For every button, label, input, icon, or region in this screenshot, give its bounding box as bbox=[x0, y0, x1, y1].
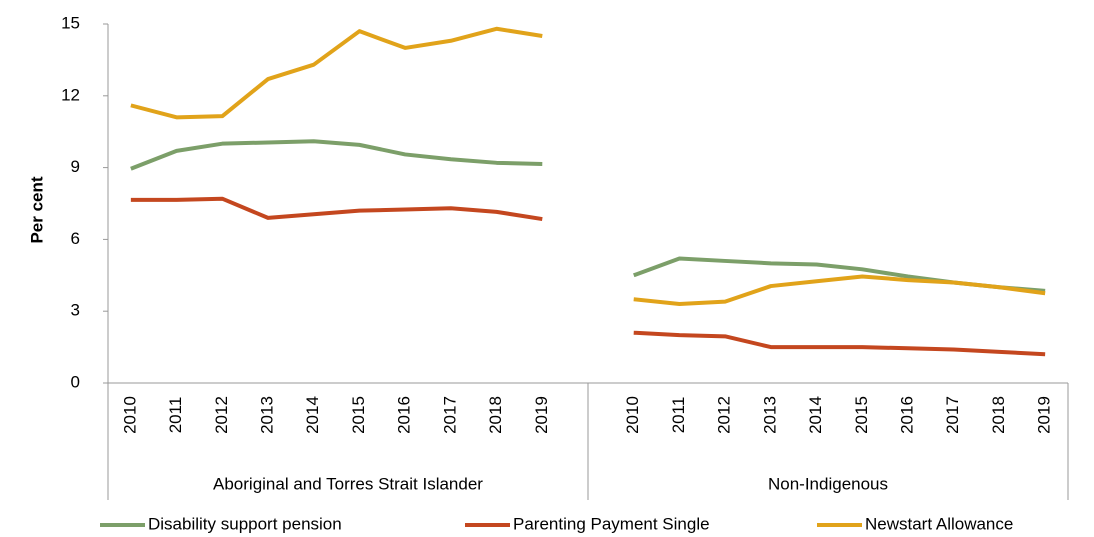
y-tick-label: 6 bbox=[71, 229, 80, 248]
series-line bbox=[130, 26, 1046, 307]
series-line bbox=[130, 196, 1046, 357]
x-tick-label: 2016 bbox=[897, 396, 916, 434]
x-tick-label: 2012 bbox=[715, 396, 734, 434]
y-tick-label: 3 bbox=[71, 301, 80, 320]
x-tick-label: 2014 bbox=[806, 396, 825, 434]
x-tick-label: 2017 bbox=[943, 396, 962, 434]
x-tick-label: 2012 bbox=[212, 396, 231, 434]
x-tick-label: 2013 bbox=[257, 396, 276, 434]
x-tick-label: 2011 bbox=[166, 397, 185, 434]
x-tick-label: 2010 bbox=[623, 396, 642, 434]
x-tick-label: 2018 bbox=[486, 396, 505, 434]
y-axis-label: Per cent bbox=[27, 176, 46, 243]
y-tick-label: 12 bbox=[61, 85, 80, 104]
legend-label: Disability support pension bbox=[148, 514, 342, 533]
x-tick-label: 2014 bbox=[303, 396, 322, 434]
x-tick-label: 2016 bbox=[395, 396, 414, 434]
legend-label: Parenting Payment Single bbox=[513, 514, 710, 533]
x-tick-label: 2013 bbox=[760, 396, 779, 434]
x-tick-label: 2017 bbox=[440, 396, 459, 434]
x-tick-label: 2019 bbox=[1035, 396, 1054, 434]
group-label: Aboriginal and Torres Strait Islander bbox=[213, 474, 483, 493]
x-tick-label: 2015 bbox=[852, 396, 871, 434]
x-tick-label: 2010 bbox=[120, 396, 139, 434]
x-tick-label: 2011 bbox=[669, 397, 688, 434]
x-tick-label: 2018 bbox=[989, 396, 1008, 434]
group-label: Non-Indigenous bbox=[768, 474, 888, 493]
y-tick-label: 0 bbox=[71, 372, 80, 391]
y-tick-label: 9 bbox=[71, 157, 80, 176]
y-tick-label: 15 bbox=[61, 13, 80, 32]
x-tick-label: 2015 bbox=[349, 396, 368, 434]
x-tick-label: 2019 bbox=[532, 396, 551, 434]
legend-label: Newstart Allowance bbox=[865, 514, 1013, 533]
